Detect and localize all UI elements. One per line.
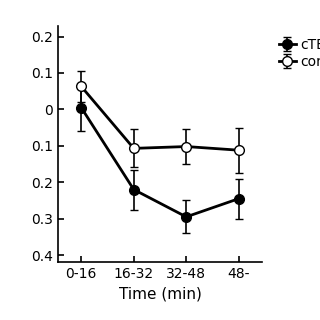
Legend: cTBS, contr: cTBS, contr [274,33,320,75]
X-axis label: Time (min): Time (min) [119,287,201,302]
